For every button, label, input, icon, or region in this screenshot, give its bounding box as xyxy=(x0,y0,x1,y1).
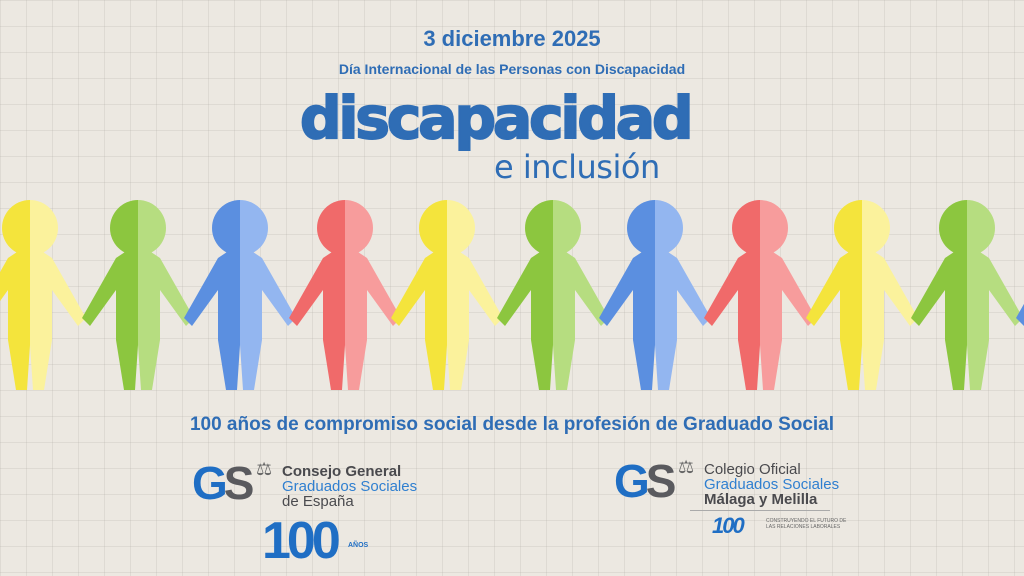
figure-body xyxy=(391,250,447,390)
logo-right-line1: Colegio Oficial xyxy=(704,461,801,478)
figure-light-half xyxy=(967,200,1023,390)
title-main: discapacidad xyxy=(299,84,695,152)
paper-people-chain xyxy=(0,200,1024,390)
figure-body xyxy=(553,250,609,390)
figure-body xyxy=(30,250,86,390)
figure-dark-half xyxy=(1016,303,1024,326)
figure-head xyxy=(525,200,553,256)
figure-dark-half xyxy=(806,200,862,390)
figure-body xyxy=(497,250,553,390)
figure-head xyxy=(419,200,447,256)
logo-right-line3: Málaga y Melilla xyxy=(704,491,818,508)
figure-dark-half xyxy=(289,200,345,390)
figure-light-half xyxy=(760,200,816,390)
paper-person-figure xyxy=(289,200,401,390)
paper-person-figure xyxy=(599,200,711,390)
figure-head xyxy=(760,200,788,256)
title-secondary: e inclusión xyxy=(494,148,660,186)
logo-left-line2: Graduados Sociales xyxy=(282,478,418,495)
paper-person-figure xyxy=(391,200,503,390)
logo-right-line2: Graduados Sociales xyxy=(704,476,840,493)
figure-body xyxy=(138,250,194,390)
figure-body xyxy=(655,250,711,390)
figure-head xyxy=(655,200,683,256)
paper-person-figure xyxy=(0,200,86,390)
paper-person-figure xyxy=(184,200,296,390)
figure-dark-half xyxy=(704,200,760,390)
figure-body xyxy=(345,250,401,390)
figure-light-half xyxy=(553,200,609,390)
figure-light-half xyxy=(862,200,918,390)
scales-icon: ⚖ xyxy=(256,459,273,480)
figure-body xyxy=(1016,303,1024,326)
figure-light-half xyxy=(240,200,296,390)
figure-head xyxy=(2,200,30,256)
figure-light-half xyxy=(655,200,711,390)
logo-left-line1: Consejo General xyxy=(282,463,402,480)
figure-body xyxy=(184,250,240,390)
paper-person-figure xyxy=(806,200,918,390)
paper-person-figure xyxy=(911,200,1023,390)
figure-head xyxy=(30,200,58,256)
figure-head xyxy=(240,200,268,256)
figure-body xyxy=(82,250,138,390)
scales-icon: ⚖ xyxy=(678,457,695,478)
figure-light-half xyxy=(345,200,401,390)
figure-dark-half xyxy=(184,200,240,390)
gs-mark: GS xyxy=(614,455,676,507)
anniversary-100: 100 xyxy=(712,513,745,538)
figure-body xyxy=(911,250,967,390)
figure-light-half xyxy=(30,200,86,390)
anniversary-text: CONSTRUYENDO EL FUTURO DE LAS RELACIONES… xyxy=(766,518,847,530)
figure-head xyxy=(627,200,655,256)
figure-head xyxy=(862,200,890,256)
figure-head xyxy=(939,200,967,256)
figure-dark-half xyxy=(497,200,553,390)
paper-person-figure xyxy=(1016,200,1024,390)
anniversary-label: AÑOS xyxy=(348,542,369,549)
figure-dark-half xyxy=(82,200,138,390)
figure-head xyxy=(138,200,166,256)
figure-head xyxy=(212,200,240,256)
figure-head xyxy=(110,200,138,256)
divider xyxy=(690,510,830,511)
figure-body xyxy=(806,250,862,390)
figure-body xyxy=(447,250,503,390)
figure-body xyxy=(599,250,655,390)
figure-head xyxy=(447,200,475,256)
tagline: 100 años de compromiso social desde la p… xyxy=(189,414,835,435)
figure-body xyxy=(967,250,1023,390)
anniversary-100: 100 xyxy=(262,512,341,570)
figure-light-half xyxy=(138,200,194,390)
gs-mark: GS xyxy=(192,457,254,509)
event-subtitle: Día Internacional de las Personas con Di… xyxy=(338,61,686,77)
figure-light-half xyxy=(1016,200,1024,390)
figure-dark-half xyxy=(911,200,967,390)
figure-body xyxy=(289,250,345,390)
figure-dark-half xyxy=(391,200,447,390)
figure-head xyxy=(732,200,760,256)
figure-light-half xyxy=(447,200,503,390)
figure-body xyxy=(240,250,296,390)
logo-left-line3: de España xyxy=(282,493,354,510)
figure-body xyxy=(0,250,30,390)
figure-body xyxy=(760,250,816,390)
figure-head xyxy=(317,200,345,256)
paper-person-figure xyxy=(497,200,609,390)
figure-body xyxy=(704,250,760,390)
figure-body xyxy=(862,250,918,390)
paper-person-figure xyxy=(82,200,194,390)
figure-dark-half xyxy=(0,200,30,390)
event-date: 3 diciembre 2025 xyxy=(423,26,601,51)
figure-head xyxy=(553,200,581,256)
figure-dark-half xyxy=(599,200,655,390)
figure-head xyxy=(345,200,373,256)
figure-head xyxy=(967,200,995,256)
paper-person-figure xyxy=(704,200,816,390)
figure-head xyxy=(834,200,862,256)
